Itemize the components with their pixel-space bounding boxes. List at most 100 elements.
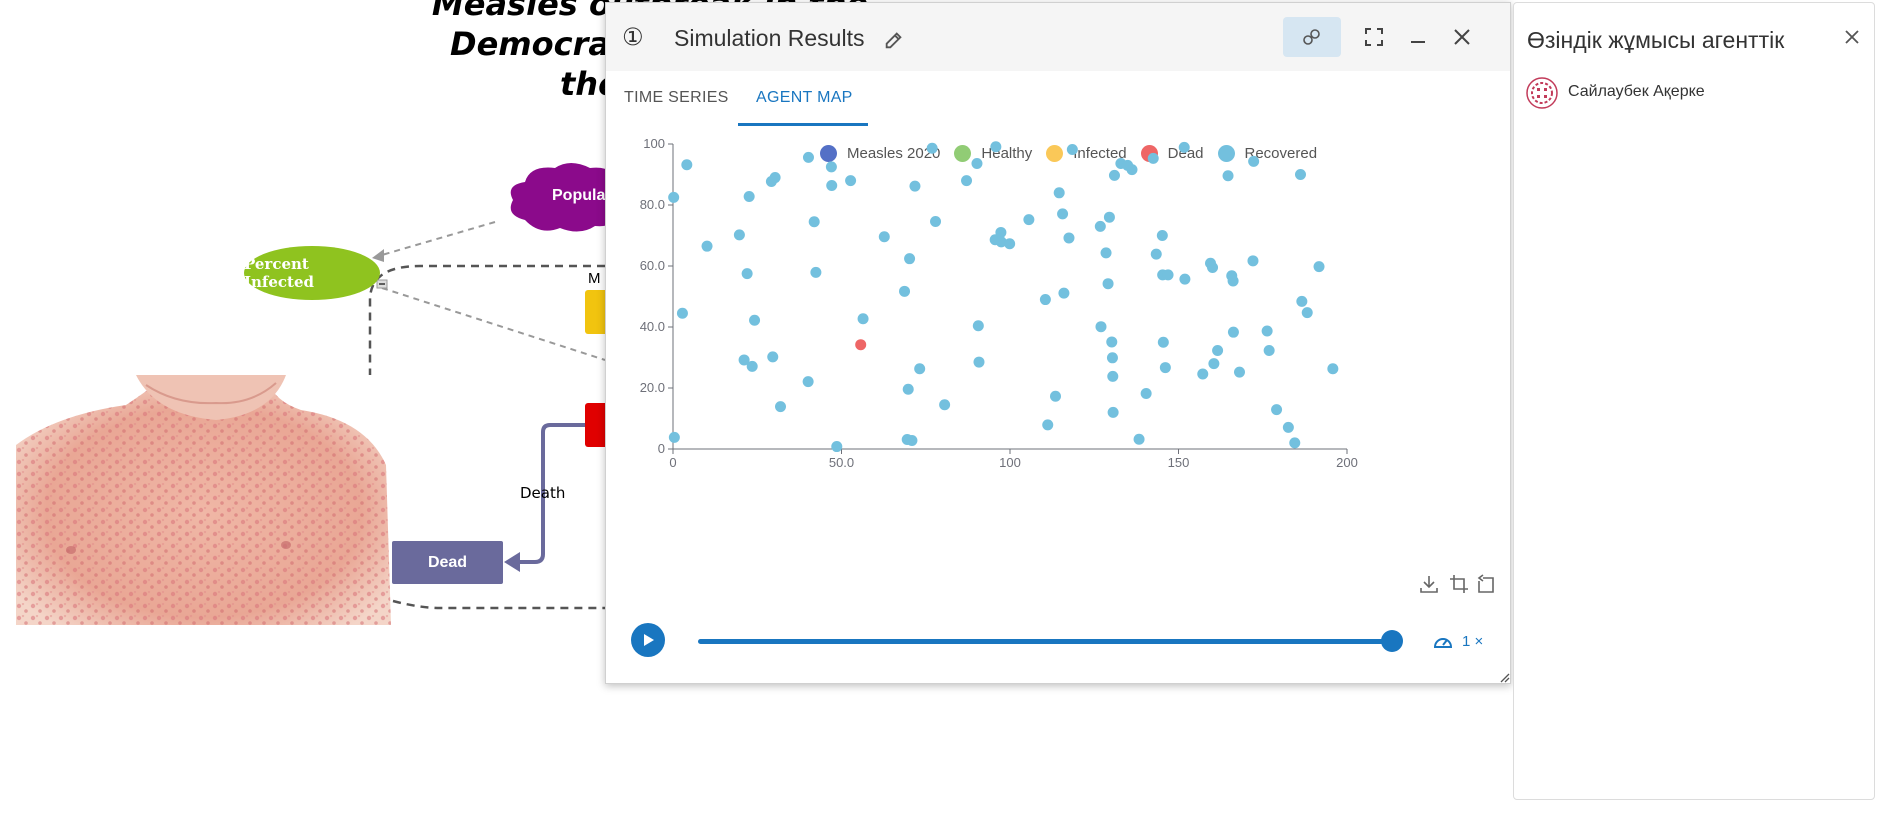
recovered-agent-point	[1039, 294, 1051, 306]
recovered-agent-point	[909, 180, 921, 192]
minimize-icon	[1411, 41, 1425, 43]
speedometer-icon[interactable]	[1432, 631, 1454, 653]
recovered-agent-point	[1294, 169, 1306, 180]
minimize-button[interactable]	[1398, 17, 1438, 57]
recovered-agent-point	[995, 236, 1007, 248]
recovered-agent-point	[1263, 344, 1275, 356]
legend-item[interactable]: Measles 2020	[820, 144, 940, 162]
death-flow-arrow	[512, 423, 585, 564]
legend-item[interactable]: Infected	[1046, 144, 1127, 162]
recovered-agent-point	[810, 266, 822, 278]
recovered-agent-point	[802, 151, 814, 163]
percent-infected-label: Percent Infected	[244, 255, 315, 291]
x-tick-label: 50.0	[829, 455, 854, 470]
recovered-agent-point	[899, 285, 911, 297]
active-tab-indicator	[738, 123, 868, 126]
recovered-agent-point	[1156, 230, 1168, 241]
legend-dot	[820, 144, 837, 162]
recovered-agent-point	[1106, 336, 1118, 348]
recovered-agent-point	[990, 141, 1002, 153]
recovered-agent-point	[1057, 208, 1069, 220]
recovered-agent-point	[826, 179, 838, 191]
close-window-button[interactable]	[1442, 17, 1482, 57]
recovered-agent-point	[1102, 278, 1114, 290]
legend-dot	[954, 144, 972, 162]
recovered-agent-point	[1157, 336, 1169, 348]
recovered-agent-point	[914, 363, 926, 375]
recovered-agent-point	[668, 431, 680, 443]
recovered-agent-point	[1179, 273, 1191, 285]
agent-avatar	[1526, 77, 1558, 109]
window-header: ① Simulation Results	[606, 3, 1510, 71]
playback-speed-label[interactable]: 1 ×	[1462, 633, 1484, 650]
recovered-agent-point	[930, 215, 942, 227]
recovered-agent-point	[769, 172, 781, 184]
recovered-agent-point	[1108, 169, 1120, 181]
recovered-agent-point	[1248, 155, 1260, 167]
results-tabs: TIME SERIES AGENT MAP	[606, 71, 1510, 127]
recovered-agent-point	[1106, 352, 1118, 364]
tab-time-series[interactable]: TIME SERIES	[624, 89, 729, 106]
recovered-agent-point	[1058, 287, 1070, 299]
recovered-agent-point	[668, 191, 680, 203]
recovered-agent-point	[1247, 255, 1259, 267]
x-tick-label: 200	[1336, 455, 1358, 470]
recovered-agent-point	[831, 441, 843, 453]
dead-stock[interactable]: Dead	[392, 541, 503, 584]
recovered-agent-point	[973, 356, 985, 368]
resize-handle-icon[interactable]	[1498, 671, 1510, 683]
recovered-agent-point	[1233, 366, 1245, 378]
recovered-agent-point	[1150, 248, 1162, 260]
recovered-agent-point	[1049, 390, 1061, 402]
legend-dot	[1217, 144, 1235, 162]
agents-view-button[interactable]	[1283, 17, 1341, 57]
recovered-agent-point	[1066, 143, 1078, 155]
pencil-icon[interactable]	[883, 29, 905, 51]
playback-slider-track[interactable]	[698, 639, 1392, 644]
percent-infected-node[interactable]: Percent Infected	[244, 246, 380, 300]
recovered-agent-point	[1159, 362, 1171, 374]
recovered-agent-point	[1261, 325, 1273, 337]
recovered-agent-point	[808, 216, 820, 228]
recovered-agent-point	[1208, 358, 1220, 370]
window-number-icon: ①	[622, 24, 644, 51]
recovered-agent-point	[857, 313, 869, 325]
download-icon[interactable]	[1418, 573, 1440, 595]
recovered-agent-point	[906, 434, 918, 446]
recovered-agent-point	[743, 190, 755, 202]
recovered-agent-point	[1107, 370, 1119, 382]
dashed-arrow-population	[374, 221, 496, 258]
legend-item[interactable]: Recovered	[1217, 144, 1317, 162]
close-icon[interactable]	[1842, 27, 1862, 47]
recovered-agent-point	[961, 175, 973, 187]
window-title: Simulation Results	[674, 25, 865, 51]
recovered-agent-point	[749, 314, 761, 326]
recovered-agent-point	[701, 240, 713, 252]
x-tick-label: 0	[669, 455, 676, 470]
crop-icon[interactable]	[1448, 573, 1470, 595]
reset-zoom-icon[interactable]	[1475, 573, 1497, 595]
recovered-agent-point	[1271, 404, 1283, 416]
arrow-head	[372, 249, 384, 262]
playback-slider-thumb[interactable]	[1381, 630, 1403, 652]
fullscreen-button[interactable]	[1354, 17, 1394, 57]
tab-agent-map[interactable]: AGENT MAP	[756, 89, 853, 106]
recovered-agent-point	[1147, 152, 1159, 164]
recovered-agent-point	[802, 376, 814, 388]
recovered-agent-point	[1178, 141, 1190, 153]
m-label: M	[588, 270, 601, 287]
legend-dot	[1046, 144, 1064, 162]
population-cloud-shape[interactable]	[505, 160, 625, 234]
agent-name[interactable]: Сайлаубек Ақерке	[1568, 83, 1705, 100]
legend-label: Dead	[1167, 144, 1204, 162]
recovered-agent-point	[1103, 211, 1115, 223]
recovered-agent-point	[1126, 164, 1138, 176]
dead-agent-point	[855, 339, 867, 351]
death-flow-label: Death	[520, 484, 566, 502]
recovered-agent-point	[767, 351, 779, 363]
recovered-agent-point	[1100, 247, 1112, 259]
recovered-agent-point	[1063, 232, 1075, 244]
play-button[interactable]	[631, 623, 665, 657]
